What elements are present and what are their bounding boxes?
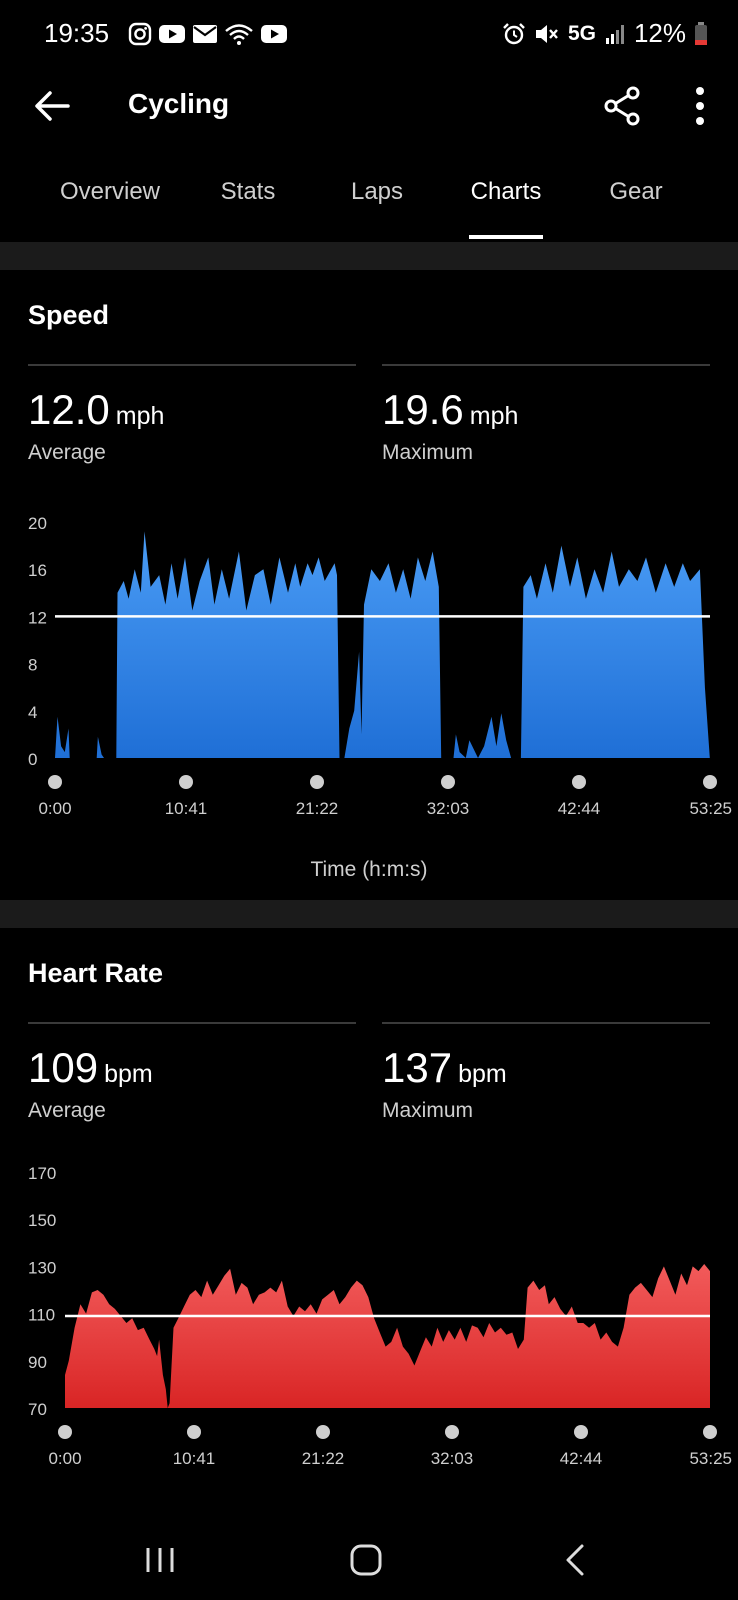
home-icon[interactable] [346, 1538, 386, 1582]
heart-rate-maximum-label: Maximum [382, 1099, 474, 1122]
speed-maximum-label: Maximum [382, 441, 474, 464]
y-tick-label: 16 [28, 561, 47, 580]
heart-rate-section-title: Heart Rate [28, 958, 164, 988]
youtube-icon [261, 25, 287, 43]
y-tick-label: 20 [28, 514, 47, 533]
active-tab-indicator [469, 235, 543, 239]
page-title: Cycling [128, 88, 230, 119]
x-tick-label: 42:44 [560, 1449, 603, 1468]
speed-x-axis-title: Time (h:m:s) [310, 858, 428, 881]
y-tick-label: 8 [28, 656, 37, 675]
x-tick-dot [179, 775, 193, 789]
x-tick-dot [48, 775, 62, 789]
x-tick-label: 21:22 [302, 1449, 345, 1468]
section-divider [0, 242, 738, 270]
x-tick-label: 42:44 [558, 799, 601, 818]
youtube-icon [159, 25, 185, 43]
tab-laps[interactable]: Laps [350, 178, 404, 205]
x-tick-dot [441, 775, 455, 789]
heart-rate-average-number: 109 [28, 1044, 99, 1091]
speed-average-number: 12.0 [28, 386, 110, 433]
x-tick-dot [58, 1425, 72, 1439]
heart-rate-average-unit: bpm [104, 1060, 153, 1088]
x-tick-label: 0:00 [48, 1449, 81, 1468]
battery-icon [695, 21, 707, 45]
mail-icon [193, 25, 217, 43]
y-tick-label: 110 [28, 1306, 55, 1325]
speed-average-value: 12.0 mph [28, 386, 164, 434]
speed-maximum-number: 19.6 [382, 386, 464, 433]
y-tick-label: 12 [28, 608, 47, 627]
status-time: 19:35 [44, 18, 110, 48]
mute-icon [535, 24, 558, 43]
network-type: 5G [567, 21, 596, 45]
x-tick-dot [310, 775, 324, 789]
y-tick-label: 4 [28, 703, 37, 722]
x-tick-dot [703, 1425, 717, 1439]
tab-overview[interactable]: Overview [59, 178, 161, 205]
series-area [65, 1264, 710, 1408]
x-tick-label: 32:03 [427, 799, 470, 818]
speed-section-title: Speed [28, 300, 110, 330]
x-tick-dot [445, 1425, 459, 1439]
heart-rate-chart: 70 90 110 130 150 170 0:00 10:41 21:22 32:03 42:44… [28, 1164, 732, 1468]
x-tick-dot [574, 1425, 588, 1439]
divider [28, 1022, 356, 1024]
tab-charts[interactable]: Charts [470, 178, 542, 205]
x-tick-label: 10:41 [173, 1449, 216, 1468]
x-tick-label: 53:25 [689, 1449, 732, 1468]
wifi-icon [225, 24, 253, 45]
heart-rate-average-value: 109 bpm [28, 1044, 153, 1092]
x-tick-label: 0:00 [38, 799, 71, 818]
x-tick-dot [703, 775, 717, 789]
nav-back-icon[interactable] [556, 1538, 596, 1582]
recent-apps-icon[interactable] [140, 1540, 180, 1580]
heart-rate-maximum-value: 137 bpm [382, 1044, 507, 1092]
speed-maximum-unit: mph [469, 402, 519, 430]
divider [382, 364, 710, 366]
y-tick-label: 90 [28, 1353, 47, 1372]
speed-average-unit: mph [115, 402, 165, 430]
divider [382, 1022, 710, 1024]
speed-maximum-value: 19.6 mph [382, 386, 518, 434]
tab-bar: Overview Stats Laps Charts Gear [0, 178, 738, 242]
speed-average-label: Average [28, 441, 106, 464]
battery-percent: 12% [633, 18, 686, 48]
instagram-icon [128, 22, 152, 46]
heart-rate-average-label: Average [28, 1099, 106, 1122]
x-tick-dot [187, 1425, 201, 1439]
heart-rate-maximum-number: 137 [382, 1044, 453, 1091]
y-tick-label: 150 [28, 1211, 56, 1230]
notification-icons [128, 22, 288, 46]
tab-gear[interactable]: Gear [609, 178, 663, 205]
x-tick-dot [316, 1425, 330, 1439]
x-tick-label: 53:25 [689, 799, 732, 818]
y-tick-label: 0 [28, 750, 37, 769]
divider [28, 364, 356, 366]
x-tick-label: 21:22 [296, 799, 339, 818]
tab-stats[interactable]: Stats [220, 178, 276, 205]
speed-chart: 0 4 8 12 16 20 0:00 10:41 21:22 32:03 42:44 53:25 [28, 514, 732, 818]
x-tick-label: 10:41 [165, 799, 208, 818]
alarm-icon [503, 22, 525, 44]
more-options-icon[interactable] [680, 84, 720, 128]
heart-rate-maximum-unit: bpm [458, 1060, 507, 1088]
x-tick-label: 32:03 [431, 1449, 474, 1468]
section-divider [0, 900, 738, 928]
signal-icon [605, 24, 624, 44]
y-tick-label: 170 [28, 1164, 56, 1183]
series-area [55, 531, 710, 758]
share-icon[interactable] [600, 84, 644, 128]
y-tick-label: 70 [28, 1400, 47, 1419]
y-tick-label: 130 [28, 1258, 56, 1277]
x-tick-dot [572, 775, 586, 789]
back-arrow-icon[interactable] [30, 84, 74, 128]
system-status: 5G 12% [502, 18, 708, 49]
